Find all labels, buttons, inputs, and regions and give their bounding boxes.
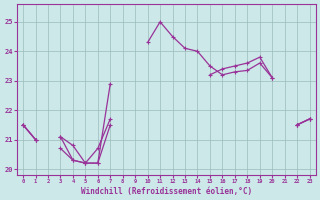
- X-axis label: Windchill (Refroidissement éolien,°C): Windchill (Refroidissement éolien,°C): [81, 187, 252, 196]
